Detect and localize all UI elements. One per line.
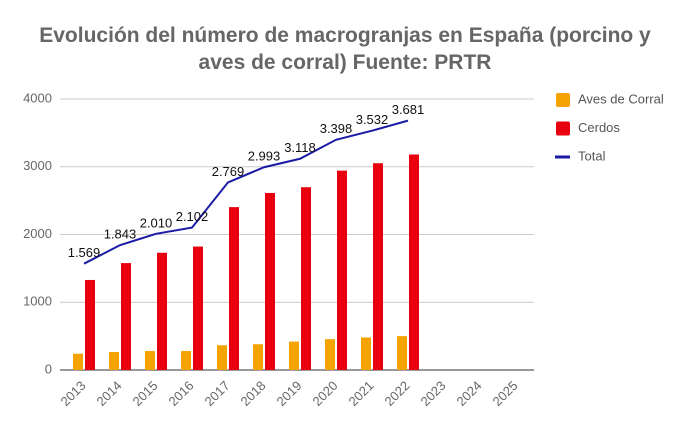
- bar: [361, 337, 371, 370]
- bar: [181, 351, 191, 370]
- y-tick-label: 0: [45, 361, 52, 376]
- y-tick-label: 3000: [23, 158, 52, 173]
- bar: [253, 344, 263, 370]
- y-tick-label: 4000: [23, 90, 52, 105]
- legend-label: Total: [578, 148, 606, 163]
- data-label: 2.010: [140, 215, 173, 230]
- data-label: 2.993: [248, 149, 281, 164]
- chart-title: Evolución del número de macrogranjas en …: [39, 24, 651, 74]
- x-tick-label: 2019: [273, 378, 304, 409]
- bar: [109, 352, 119, 370]
- bar: [229, 207, 239, 370]
- bar: [397, 336, 407, 370]
- bar: [301, 187, 311, 370]
- x-tick-label: 2014: [93, 378, 124, 409]
- data-label: 2.102: [176, 209, 209, 224]
- x-tick-label: 2023: [417, 378, 448, 409]
- line: [83, 119, 409, 265]
- data-label: 3.398: [320, 121, 353, 136]
- x-tick-label: 2025: [489, 378, 520, 409]
- bar: [85, 279, 95, 370]
- x-tick-label: 2017: [201, 378, 232, 409]
- y-tick-label: 1000: [23, 294, 52, 309]
- data-label: 3.118: [284, 140, 316, 155]
- x-tick-label: 2018: [237, 378, 268, 409]
- data-label: 3.681: [392, 102, 425, 117]
- data-label: 2.769: [212, 164, 245, 179]
- data-label: 3.532: [356, 112, 389, 127]
- bar: [409, 154, 419, 370]
- x-tick-label: 2015: [129, 378, 160, 409]
- bar: [325, 339, 335, 370]
- bar: [337, 170, 347, 370]
- x-tick-label: 2024: [453, 378, 484, 409]
- bar: [217, 345, 227, 370]
- legend-marker: [556, 121, 570, 136]
- bar: [73, 353, 83, 370]
- x-tick-label: 2013: [57, 378, 88, 409]
- legend-label: Cerdos: [578, 120, 620, 135]
- x-tick-label: 2016: [165, 378, 196, 409]
- bar: [121, 263, 131, 370]
- bar: [373, 163, 383, 370]
- legend-label: Aves de Corral: [578, 91, 664, 106]
- data-label: 1.569: [68, 245, 101, 260]
- y-tick-label: 2000: [23, 226, 52, 241]
- bar: [157, 252, 167, 370]
- bar: [289, 341, 299, 370]
- bar: [193, 246, 203, 370]
- data-label: 1.843: [104, 227, 137, 242]
- bar: [145, 351, 155, 370]
- x-tick-label: 2020: [309, 378, 340, 409]
- bar: [265, 192, 275, 370]
- x-tick-label: 2022: [381, 378, 412, 409]
- legend-marker: [556, 93, 570, 107]
- x-tick-label: 2021: [345, 378, 376, 409]
